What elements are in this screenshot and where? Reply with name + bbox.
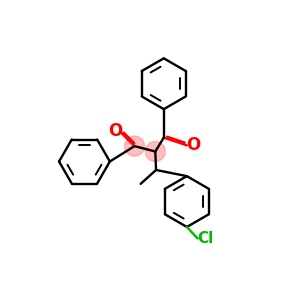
- Circle shape: [124, 136, 145, 156]
- Text: Cl: Cl: [197, 231, 214, 246]
- Text: O: O: [108, 122, 122, 140]
- Text: O: O: [186, 136, 200, 154]
- Circle shape: [145, 142, 165, 161]
